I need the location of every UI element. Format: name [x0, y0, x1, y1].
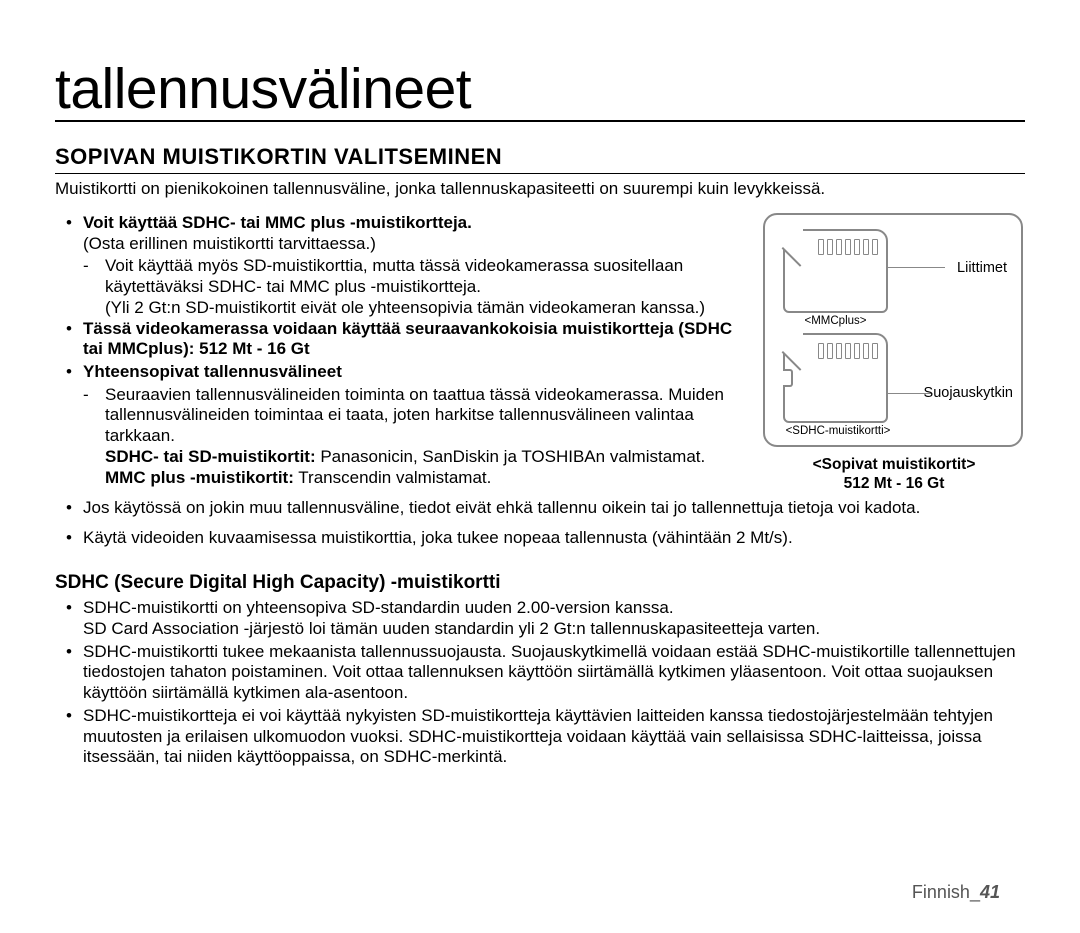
bullet-dot: • — [55, 528, 83, 549]
page-title: tallennusvälineet — [55, 60, 1025, 122]
bullet-dot: • — [55, 706, 83, 768]
bullet-text: Käytä videoiden kuvaamisessa muistikortt… — [83, 528, 1025, 549]
inline-text: Transcendin valmistamat. — [294, 468, 491, 487]
bullet-dot: • — [55, 642, 83, 704]
bullet-dot: • — [55, 362, 83, 383]
bullet-bold: Tässä videokamerassa voidaan käyttää seu… — [83, 319, 732, 359]
sub-text: Seuraavien tallennusvälineiden toiminta … — [105, 385, 749, 447]
inline-text: Panasonicin, SanDiskin ja TOSHIBAn valmi… — [316, 447, 706, 466]
bullet-item: • Voit käyttää SDHC- tai MMC plus -muist… — [55, 213, 749, 254]
bullet-text: SDHC-muistikortti tukee mekaanista talle… — [83, 642, 1025, 704]
bullet-item: • Käytä videoiden kuvaamisessa muistikor… — [55, 528, 1025, 549]
content-row: • Voit käyttää SDHC- tai MMC plus -muist… — [55, 213, 1025, 494]
indent-line: SDHC- tai SD-muistikortit: Panasonicin, … — [105, 447, 749, 468]
diagram-caption-l2: 512 Mt - 16 Gt — [844, 475, 945, 492]
lock-switch-icon — [783, 369, 793, 387]
bullet-text: SDHC-muistikortti on yhteensopiva SD-sta… — [83, 598, 674, 617]
sub-text: (Yli 2 Gt:n SD-muistikortit eivät ole yh… — [105, 298, 705, 317]
lower-block: • Jos käytössä on jokin muu tallennusväl… — [55, 498, 1025, 769]
diagram-caption-l1: <Sopivat muistikortit> — [813, 456, 976, 473]
diagram-caption: <Sopivat muistikortit> 512 Mt - 16 Gt — [763, 455, 1025, 494]
sub-item: - Seuraavien tallennusvälineiden toimint… — [83, 385, 749, 447]
connectors-label: Liittimet — [957, 260, 1007, 276]
bullet-item: • SDHC-muistikortti on yhteensopiva SD-s… — [55, 598, 1025, 639]
footer-lang: Finnish_ — [912, 882, 980, 902]
bullet-dot: • — [55, 498, 83, 519]
sdhc-card-icon — [783, 333, 888, 423]
bullet-bold: Yhteensopivat tallennusvälineet — [83, 362, 342, 381]
subsection-heading: SDHC (Secure Digital High Capacity) -mui… — [55, 571, 1025, 594]
sdhc-caption: <SDHC-muistikortti> — [773, 425, 903, 437]
section-heading: SOPIVAN MUISTIKORTIN VALITSEMINEN — [55, 144, 1025, 174]
lock-label: Suojauskytkin — [924, 385, 1013, 401]
bullet-dot: • — [55, 213, 83, 254]
memory-card-diagram: <MMCplus> <SDHC-muistikortti> Liittimet … — [763, 213, 1023, 447]
inline-bold: MMC plus -muistikortit: — [105, 468, 294, 487]
sub-item: - Voit käyttää myös SD-muistikorttia, mu… — [83, 256, 749, 318]
bullet-dot: • — [55, 598, 83, 639]
bullet-dot: • — [55, 319, 83, 360]
contacts-icon — [818, 343, 878, 359]
bullet-text: (Osta erillinen muistikortti tarvittaess… — [83, 234, 376, 253]
dash: - — [83, 256, 105, 318]
dash: - — [83, 385, 105, 447]
bullet-text: Jos käytössä on jokin muu tallennusvälin… — [83, 498, 1025, 519]
bullet-item: • SDHC-muistikortteja ei voi käyttää nyk… — [55, 706, 1025, 768]
mmc-caption: <MMCplus> — [783, 315, 888, 327]
leader-line — [887, 267, 945, 269]
bullet-text: SDHC-muistikortteja ei voi käyttää nykyi… — [83, 706, 1025, 768]
diagram-column: <MMCplus> <SDHC-muistikortti> Liittimet … — [763, 213, 1025, 494]
contacts-icon — [818, 239, 878, 255]
bullet-bold: Voit käyttää SDHC- tai MMC plus -muistik… — [83, 213, 472, 232]
indent-line: MMC plus -muistikortit: Transcendin valm… — [105, 468, 749, 489]
inline-bold: SDHC- tai SD-muistikortit: — [105, 447, 316, 466]
bullet-item: • SDHC-muistikortti tukee mekaanista tal… — [55, 642, 1025, 704]
page-footer: Finnish_41 — [912, 882, 1000, 903]
bullet-item: • Tässä videokamerassa voidaan käyttää s… — [55, 319, 749, 360]
bullet-item: • Jos käytössä on jokin muu tallennusväl… — [55, 498, 1025, 519]
text-column: • Voit käyttää SDHC- tai MMC plus -muist… — [55, 213, 749, 494]
sub-text: Voit käyttää myös SD-muistikorttia, mutt… — [105, 256, 683, 296]
bullet-text: SD Card Association -järjestö loi tämän … — [83, 619, 820, 638]
intro-text: Muistikortti on pienikokoinen tallennusv… — [55, 179, 1025, 199]
mmc-card-icon — [783, 229, 888, 313]
bullet-item: • Yhteensopivat tallennusvälineet — [55, 362, 749, 383]
page-number: 41 — [980, 882, 1000, 902]
